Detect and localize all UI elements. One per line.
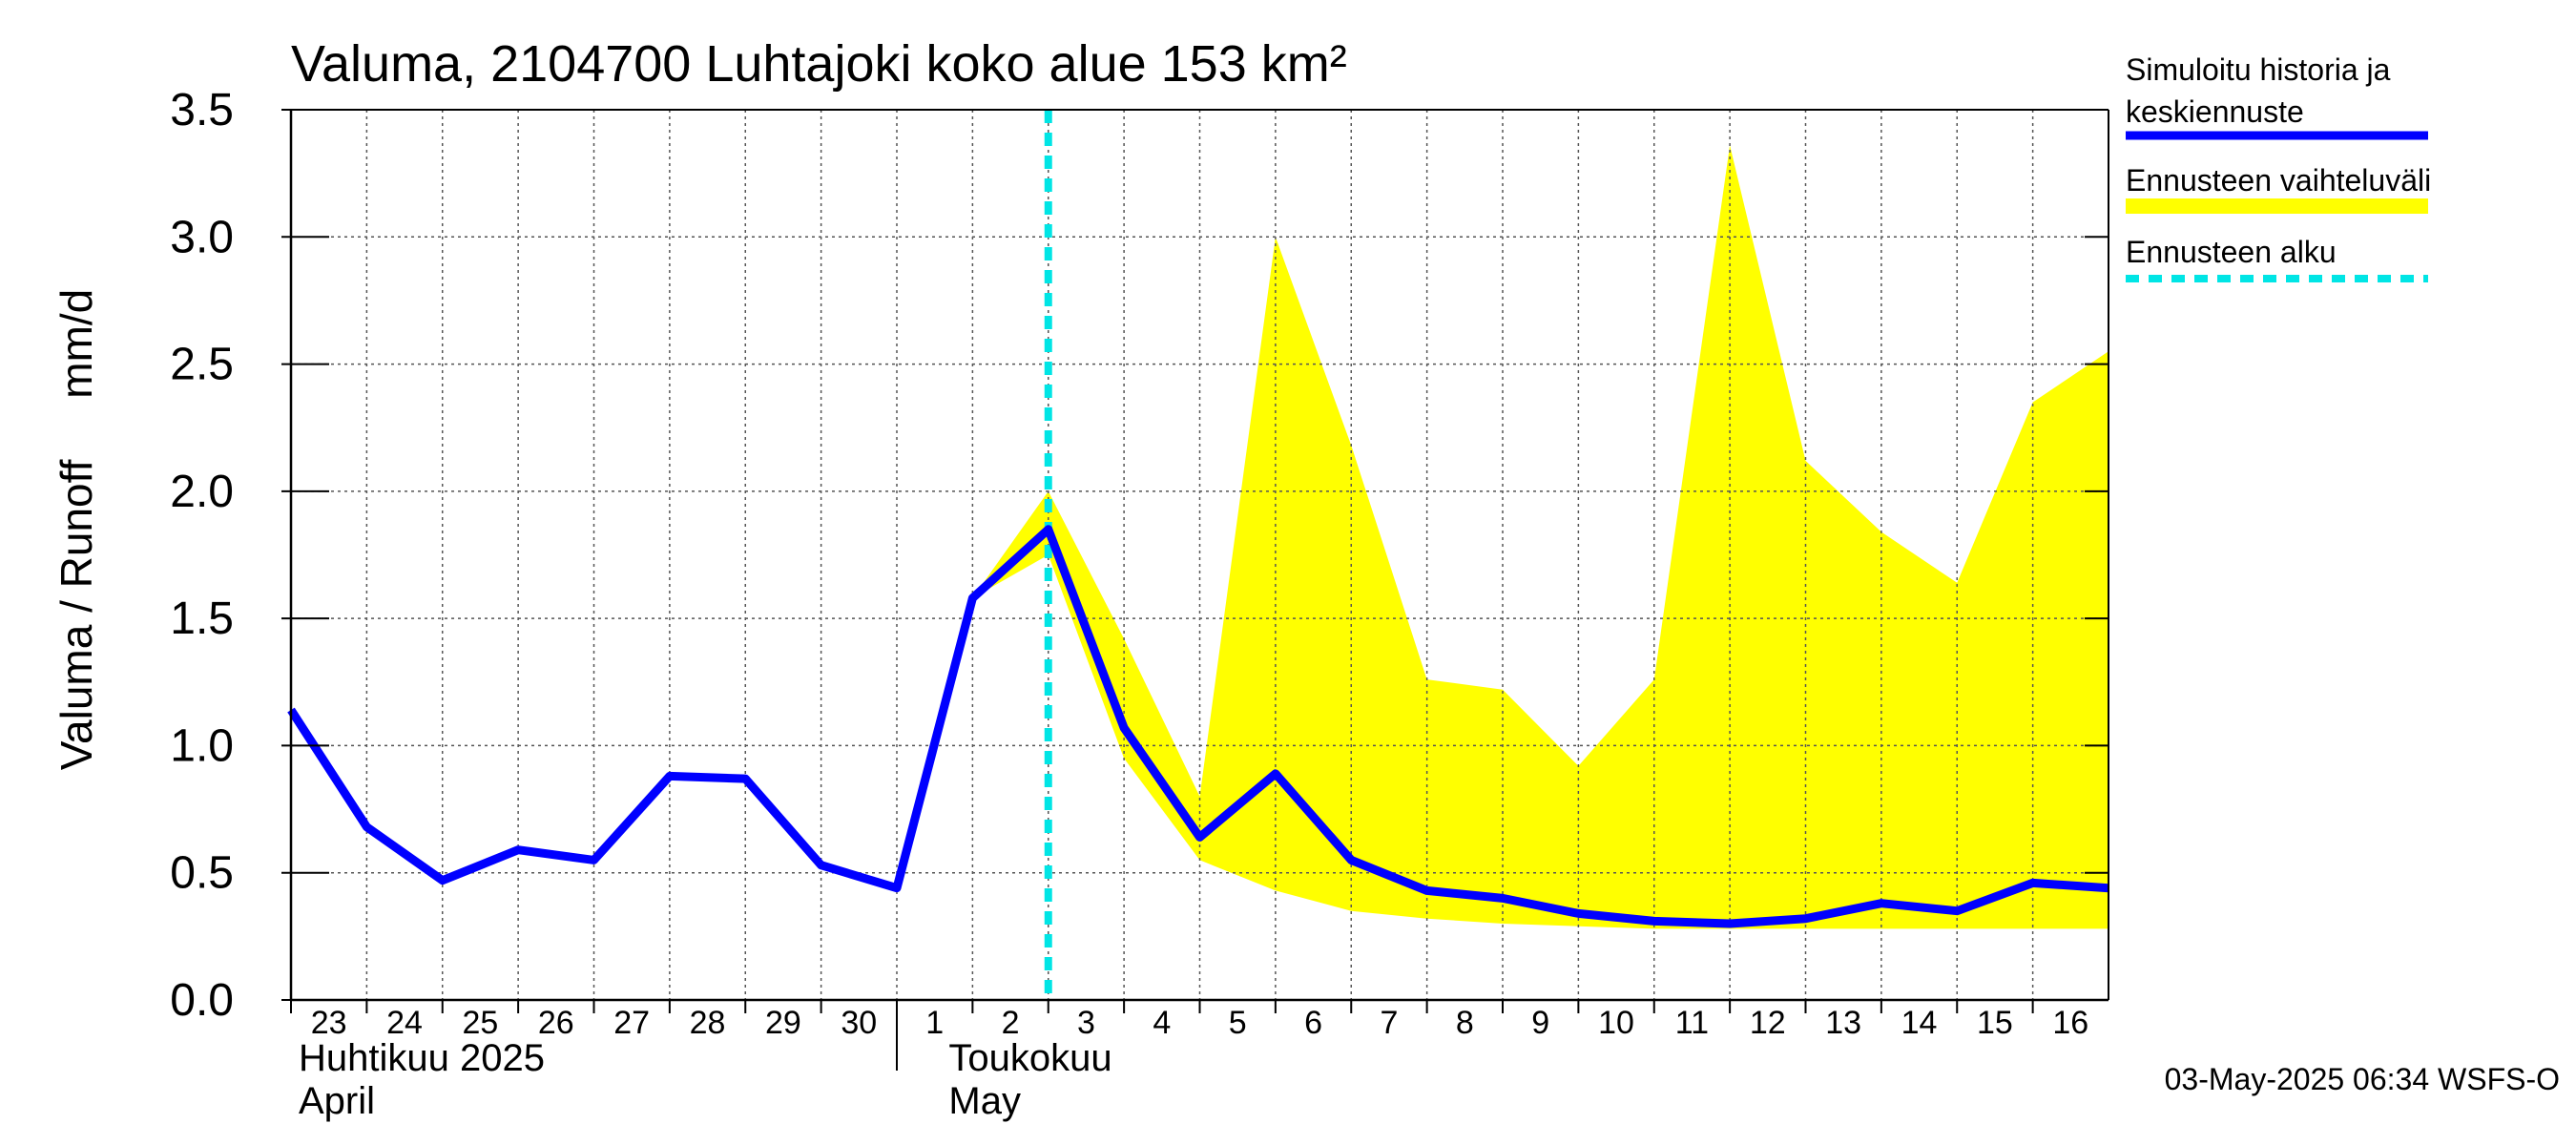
x-tick-label: 25 [463, 1005, 499, 1041]
x-tick-label: 12 [1750, 1005, 1786, 1041]
y-tick-label: 2.5 [170, 340, 234, 390]
legend-label-simulated-line2: keskiennuste [2126, 94, 2304, 129]
x-tick-label: 11 [1675, 1005, 1709, 1041]
y-tick-label: 1.5 [170, 593, 234, 644]
x-tick-label: 26 [538, 1005, 574, 1041]
x-tick-label: 29 [765, 1005, 801, 1041]
forecast-range-band [972, 145, 2109, 929]
x-tick-label: 13 [1825, 1005, 1861, 1041]
x-tick-label: 15 [1977, 1005, 2013, 1041]
x-tick-label: 16 [2052, 1005, 2088, 1041]
forecast-band-layer [972, 145, 2109, 929]
month-label-april-en: April [299, 1080, 375, 1122]
x-tick-label: 4 [1153, 1005, 1171, 1041]
y-tick-label: 0.0 [170, 975, 234, 1026]
grid-layer [291, 110, 2109, 1000]
x-tick-label: 2 [1002, 1005, 1020, 1041]
label-layer: 0.00.51.01.52.02.53.03.523 24 25 26 27 28 29 30… [52, 35, 2560, 1122]
x-tick-label: 9 [1531, 1005, 1549, 1041]
legend-label-simulated-line1: Simuloitu historia ja [2126, 52, 2391, 87]
legend: Simuloitu historia ja keskiennuste Ennuste… [2126, 52, 2431, 282]
legend-label-range: Ennusteen vaihteluväli [2126, 163, 2431, 198]
x-tick-label: 28 [690, 1005, 726, 1041]
x-tick-label: 6 [1304, 1005, 1322, 1041]
x-tick-label: 1 [925, 1005, 944, 1041]
footer-timestamp: 03-May-2025 06:34 WSFS-O [2165, 1062, 2560, 1096]
x-tick-label: 23 [311, 1005, 347, 1041]
x-tick-label: 10 [1598, 1005, 1634, 1041]
x-tick-label: 8 [1456, 1005, 1474, 1041]
x-tick-label: 7 [1380, 1005, 1398, 1041]
y-tick-label: 3.0 [170, 212, 234, 262]
y-tick-label: 2.0 [170, 467, 234, 517]
chart-title: Valuma, 2104700 Luhtajoki koko alue 153 … [291, 35, 1347, 93]
y-tick-label: 0.5 [170, 848, 234, 899]
month-label-may: Toukokuu [948, 1037, 1111, 1079]
legend-swatch-range [2126, 198, 2428, 214]
x-tick-label: 27 [613, 1005, 650, 1041]
x-tick-label: 3 [1077, 1005, 1095, 1041]
axes-layer [281, 109, 2109, 1071]
month-label-april: Huhtikuu 2025 [299, 1037, 545, 1079]
legend-label-forecast-start: Ennusteen alku [2126, 235, 2337, 269]
y-tick-label: 3.5 [170, 85, 234, 135]
x-tick-label: 14 [1901, 1005, 1938, 1041]
month-label-may-en: May [948, 1080, 1021, 1122]
x-tick-label: 30 [841, 1005, 877, 1041]
y-axis-label: Valuma / Runoff mm/d [52, 289, 101, 771]
y-tick-label: 1.0 [170, 720, 234, 771]
x-tick-label: 5 [1229, 1005, 1247, 1041]
x-tick-label: 24 [386, 1005, 423, 1041]
